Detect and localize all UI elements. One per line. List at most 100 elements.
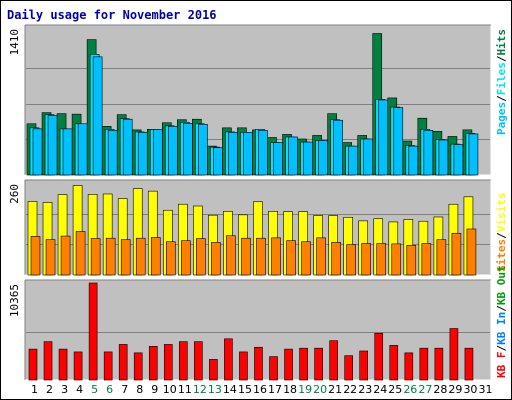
pages-bar	[303, 141, 313, 176]
pages-bar	[137, 132, 148, 176]
sites-bar	[451, 232, 462, 276]
x-tick-label: 9	[151, 383, 158, 396]
x-tick-label: 23	[358, 383, 372, 396]
sites-bar	[135, 237, 146, 276]
sites-bar	[196, 238, 206, 276]
x-tick-label: 30	[463, 383, 477, 396]
pages-bar	[408, 145, 419, 176]
pages-bar	[288, 136, 298, 176]
x-tick-label: 5	[91, 383, 98, 396]
sites-bar	[346, 244, 356, 276]
chart-title: Daily usage for November 2016	[7, 8, 217, 22]
kb-f-bar	[73, 351, 83, 381]
sites-bar	[211, 242, 221, 276]
kb-f-bar	[239, 351, 248, 381]
sites-bar	[316, 237, 326, 276]
pages-bar	[333, 119, 343, 176]
pages-bar	[273, 142, 283, 176]
pages-bar	[423, 130, 434, 176]
x-tick-label: 16	[253, 383, 267, 396]
sites-bar	[436, 239, 447, 276]
kb-f-bar	[28, 348, 38, 381]
x-tick-label: 4	[76, 383, 83, 396]
sites-bar	[181, 240, 191, 276]
x-tick-label: 19	[298, 383, 312, 396]
legend-item: Visits	[495, 193, 508, 233]
x-tick-label: 8	[136, 383, 143, 396]
legend-hits-files-pages: Pages/Files/Hits	[495, 29, 508, 135]
pages-bar	[348, 145, 358, 176]
kb-f-bar	[254, 346, 263, 381]
pages-bar	[258, 130, 268, 176]
kb-f-bar	[163, 344, 173, 381]
kb-f-bar	[314, 347, 323, 381]
pages-bar	[92, 56, 103, 176]
kb-f-bar	[148, 346, 158, 381]
kb-f-bar	[209, 359, 218, 381]
kb-f-bar	[179, 341, 188, 381]
legend-separator: /	[495, 232, 508, 239]
legend-item: KB Out	[495, 265, 508, 305]
kb-f-bar	[449, 328, 459, 381]
sites-bar	[120, 239, 131, 276]
kb-f-bar	[194, 341, 203, 381]
legend-item: KB In	[495, 312, 508, 345]
pages-bar	[453, 144, 464, 176]
sites-bar	[256, 237, 266, 276]
pages-bar	[378, 99, 389, 176]
x-tick-label: 1	[31, 383, 38, 396]
x-tick-label: 27	[418, 383, 432, 396]
sites-bar	[30, 236, 41, 276]
kb-f-bar	[329, 340, 338, 381]
sites-bar	[226, 235, 236, 276]
sites-bar	[165, 241, 176, 276]
x-tick-label: 25	[388, 383, 402, 396]
x-tick-label: 10	[163, 383, 177, 396]
kb-f-bar	[118, 344, 128, 381]
sites-bar	[301, 241, 311, 276]
pages-bar	[438, 139, 449, 176]
x-tick-label: 21	[328, 383, 342, 396]
x-tick-label: 17	[268, 383, 282, 396]
pages-bar	[213, 147, 223, 176]
x-tick-label: 6	[106, 383, 113, 396]
hits_files_pages-ymax-label: 1410	[8, 29, 21, 56]
legend-item: Sites	[495, 239, 508, 272]
kbytes-ymax-label: 10365	[8, 284, 21, 317]
sites-bar	[466, 228, 477, 276]
pages-bar	[47, 115, 58, 176]
x-tick-label: 22	[343, 383, 357, 396]
hits_files_pages-panel: 1410	[8, 24, 492, 176]
pages-bar	[198, 123, 208, 176]
x-tick-label: 12	[193, 383, 207, 396]
x-tick-label: 29	[448, 383, 462, 396]
x-tick-label: 3	[61, 383, 68, 396]
sites-bar	[331, 242, 341, 276]
legend-separator: /	[495, 305, 508, 312]
visits_sites-ymax-label: 260	[8, 184, 21, 204]
legend-item: KB F	[495, 352, 508, 379]
kb-f-bar	[269, 356, 278, 381]
legend-visits-sites: Sites/Visits	[495, 193, 508, 273]
sites-bar	[391, 243, 402, 276]
sites-bar	[60, 235, 71, 276]
sites-bar	[376, 243, 387, 276]
sites-bar	[286, 240, 296, 276]
pages-bar	[243, 132, 253, 176]
pages-bar	[468, 133, 479, 176]
x-tick-label: 26	[403, 383, 417, 396]
x-tick-label: 2	[46, 383, 53, 396]
visits_sites-panel: 260	[8, 179, 492, 276]
pages-bar	[167, 126, 178, 176]
sites-bar	[105, 237, 116, 276]
x-tick-label: 18	[283, 383, 297, 396]
x-tick-label: 14	[223, 383, 237, 396]
sites-bar	[421, 243, 432, 276]
kb-f-bar	[299, 347, 308, 381]
x-tick-label: 31	[478, 383, 492, 396]
kb-f-bar	[133, 352, 143, 381]
kb-f-bar	[58, 348, 68, 381]
pages-bar	[122, 118, 133, 176]
x-tick-label: 20	[313, 383, 327, 396]
x-tick-label: 11	[178, 383, 192, 396]
